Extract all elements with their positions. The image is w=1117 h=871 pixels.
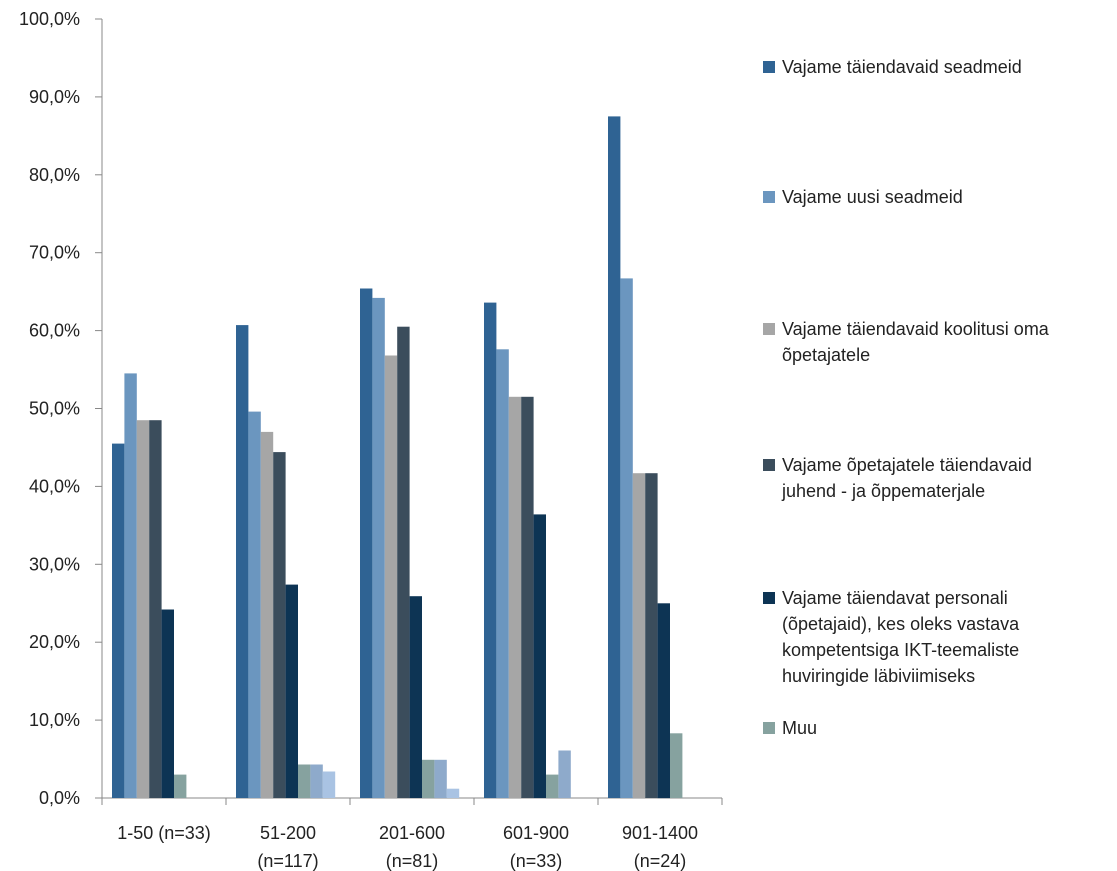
legend-label: Muu — [782, 718, 817, 738]
y-tick-label: 30,0% — [29, 554, 80, 574]
y-tick-label: 100,0% — [19, 9, 80, 29]
legend-label: õpetajatele — [782, 345, 870, 365]
bar — [322, 771, 336, 798]
bars-group — [112, 116, 683, 799]
legend-swatch — [763, 323, 775, 335]
bar — [670, 733, 683, 798]
bar — [496, 349, 509, 798]
y-tick-label: 90,0% — [29, 87, 80, 107]
bar — [632, 473, 646, 798]
bar — [136, 420, 150, 798]
bar — [446, 788, 460, 798]
bar — [248, 411, 261, 798]
bar — [645, 473, 658, 798]
y-tick-label: 70,0% — [29, 243, 80, 263]
bar — [285, 584, 298, 798]
x-tick-label: (n=24) — [634, 851, 687, 871]
bar — [161, 609, 174, 798]
bar — [533, 514, 546, 798]
legend-label: (õpetajaid), kes oleks vastava — [782, 614, 1020, 634]
y-tick-label: 50,0% — [29, 399, 80, 419]
legend-swatch — [763, 191, 775, 203]
legend: Vajame täiendavaid seadmeid Vajame uusi s… — [763, 57, 1050, 738]
x-tick-label: 201-600 — [379, 823, 445, 843]
bar — [384, 355, 398, 798]
legend-label: Vajame uusi seadmeid — [782, 187, 963, 207]
bar — [397, 326, 410, 798]
legend-label: huviringide läbiviimiseks — [782, 666, 975, 686]
y-axis: 0,0% 10,0% 20,0% 30,0% 40,0% 50,0% 60,0% 70,0% 8… — [19, 9, 103, 808]
bar — [174, 774, 187, 798]
bar — [298, 764, 311, 798]
x-tick-label: 901-1400 — [622, 823, 698, 843]
y-tick-label: 80,0% — [29, 165, 80, 185]
bar — [521, 396, 534, 798]
bar — [310, 764, 323, 798]
bar — [434, 759, 447, 798]
bar — [422, 759, 435, 798]
y-tick-label: 0,0% — [39, 788, 80, 808]
bar — [124, 373, 137, 798]
x-tick-label: (n=81) — [386, 851, 439, 871]
bar — [608, 116, 621, 798]
bar — [273, 452, 286, 798]
legend-swatch — [763, 61, 775, 73]
bar — [236, 325, 249, 798]
legend-swatch — [763, 722, 775, 734]
legend-swatch — [763, 459, 775, 471]
y-tick-label: 60,0% — [29, 321, 80, 341]
bar — [149, 420, 162, 798]
bar — [484, 302, 497, 798]
x-tick-label: (n=33) — [510, 851, 563, 871]
legend-swatch — [763, 592, 775, 604]
x-tick-label: (n=117) — [257, 851, 318, 871]
x-tick-label: 601-900 — [503, 823, 569, 843]
x-tick-label: 1-50 (n=33) — [117, 823, 211, 843]
x-axis: 1-50 (n=33) 51-200 (n=117) 201-600 (n=81) 601… — [101, 797, 723, 871]
bar — [657, 603, 670, 799]
bar — [558, 750, 571, 798]
legend-label: juhend - ja õppematerjale — [781, 481, 985, 501]
legend-label: Vajame täiendavaid seadmeid — [782, 57, 1022, 77]
bar — [360, 288, 373, 798]
bar — [112, 443, 125, 798]
bar — [620, 278, 633, 798]
x-tick-label: 51-200 — [260, 823, 316, 843]
legend-label: Vajame õpetajatele täiendavaid — [782, 455, 1032, 475]
bar — [546, 774, 559, 798]
bar — [260, 431, 274, 798]
y-tick-label: 40,0% — [29, 476, 80, 496]
bar — [372, 297, 385, 798]
y-tick-label: 10,0% — [29, 710, 80, 730]
bar — [409, 596, 422, 798]
bar — [508, 396, 522, 798]
legend-label: Vajame täiendavaid koolitusi oma — [782, 319, 1050, 339]
legend-label: kompetentsiga IKT-teemaliste — [782, 640, 1019, 660]
legend-label: Vajame täiendavat personali — [782, 588, 1008, 608]
y-tick-label: 20,0% — [29, 632, 80, 652]
